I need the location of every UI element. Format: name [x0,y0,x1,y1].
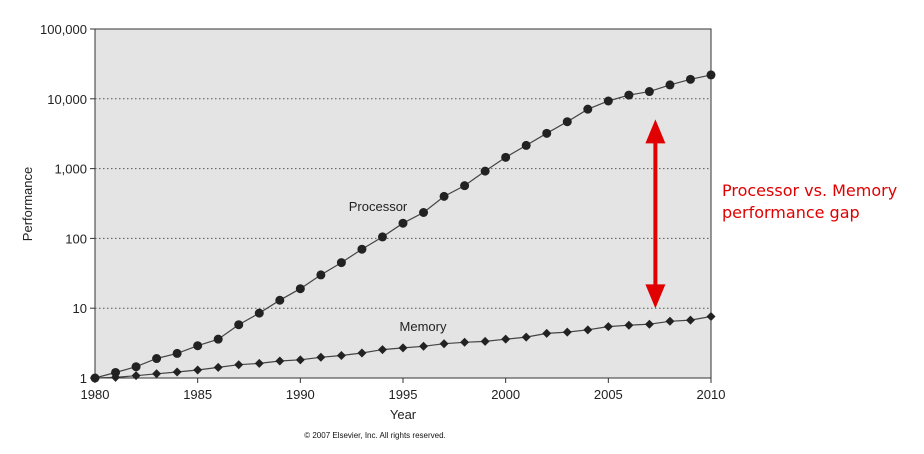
memory-point [480,336,490,346]
processor-point [254,308,264,318]
y-tick-label: 1 [80,371,87,386]
gap-annotation-line-2: performance gap [722,203,860,222]
processor-series-label: Processor [349,199,408,214]
processor-point [193,341,203,351]
memory-point [624,320,634,330]
processor-point [501,152,511,162]
memory-point [295,355,305,365]
processor-point [316,270,326,280]
memory-point [583,325,593,335]
memory-point [377,345,387,355]
x-tick-label: 2000 [491,387,520,402]
x-tick-label: 2005 [594,387,623,402]
processor-point [644,87,654,97]
series-markers [90,70,716,383]
gap-annotation-line-1: Processor vs. Memory [722,181,898,200]
x-tick-label: 1995 [389,387,418,402]
y-tick-label: 10 [73,301,87,316]
processor-point [357,244,367,254]
processor-point [213,334,223,344]
x-tick-label: 1985 [183,387,212,402]
memory-point [213,362,223,372]
memory-point [357,348,367,358]
processor-point [234,320,244,330]
memory-point [152,369,162,379]
processor-point [583,104,593,114]
y-tick-label: 1,000 [54,162,87,177]
processor-point [152,354,162,364]
y-axis-label: Performance [20,167,35,241]
memory-point [131,371,141,381]
processor-point [624,90,634,100]
memory-point [665,316,675,326]
memory-point [254,358,264,368]
memory-point [419,341,429,351]
x-tick-label: 1980 [81,387,110,402]
processor-point [685,74,695,84]
memory-point [316,352,326,362]
processor-point [480,166,490,176]
processor-point [336,258,346,268]
memory-point [193,365,203,375]
memory-point [90,373,100,383]
memory-point [542,328,552,338]
memory-point [172,367,182,377]
processor-point [706,70,716,80]
processor-point [131,362,141,372]
memory-point [234,360,244,370]
processor-point [665,80,675,90]
y-tick-label: 10,000 [47,92,87,107]
memory-point [644,319,654,329]
processor-point [439,191,449,201]
memory-series-label: Memory [400,319,447,334]
y-tick-label: 100 [65,231,87,246]
memory-point [603,322,613,332]
y-axis-ticks: 1 10 100 1,000 10,000 100,000 [40,22,95,386]
memory-point [111,372,121,382]
y-tick-label: 100,000 [40,22,87,37]
processor-point [275,295,285,305]
memory-point [460,337,470,347]
copyright-notice: © 2007 Elsevier, Inc. All rights reserve… [304,431,446,440]
gap-arrow-head-down [645,284,666,309]
processor-point [542,128,552,138]
processor-point [295,284,305,294]
x-tick-label: 2010 [697,387,726,402]
processor-point [111,367,121,377]
memory-point [398,343,408,353]
processor-point [460,181,470,191]
plot-background [94,28,712,379]
processor-point [172,348,182,358]
memory-point [706,312,716,322]
processor-point [562,117,572,127]
memory-point [336,351,346,361]
processor-point [521,140,531,150]
processor-point [398,218,408,228]
processor-point [419,207,429,217]
memory-point [439,339,449,349]
gap-arrow [645,119,666,309]
memory-point [501,334,511,344]
processor-point [377,232,387,242]
x-axis-ticks: 1980 1985 1990 1995 2000 2005 2010 [81,378,726,402]
memory-point [685,315,695,325]
gap-arrow-head-up [645,119,666,144]
processor-point [603,96,613,106]
x-axis-label: Year [390,407,417,422]
memory-point [521,332,531,342]
gap-annotation: Processor vs. Memory performance gap [722,180,922,224]
memory-point [562,327,572,337]
x-tick-label: 1990 [286,387,315,402]
memory-point [275,356,285,366]
